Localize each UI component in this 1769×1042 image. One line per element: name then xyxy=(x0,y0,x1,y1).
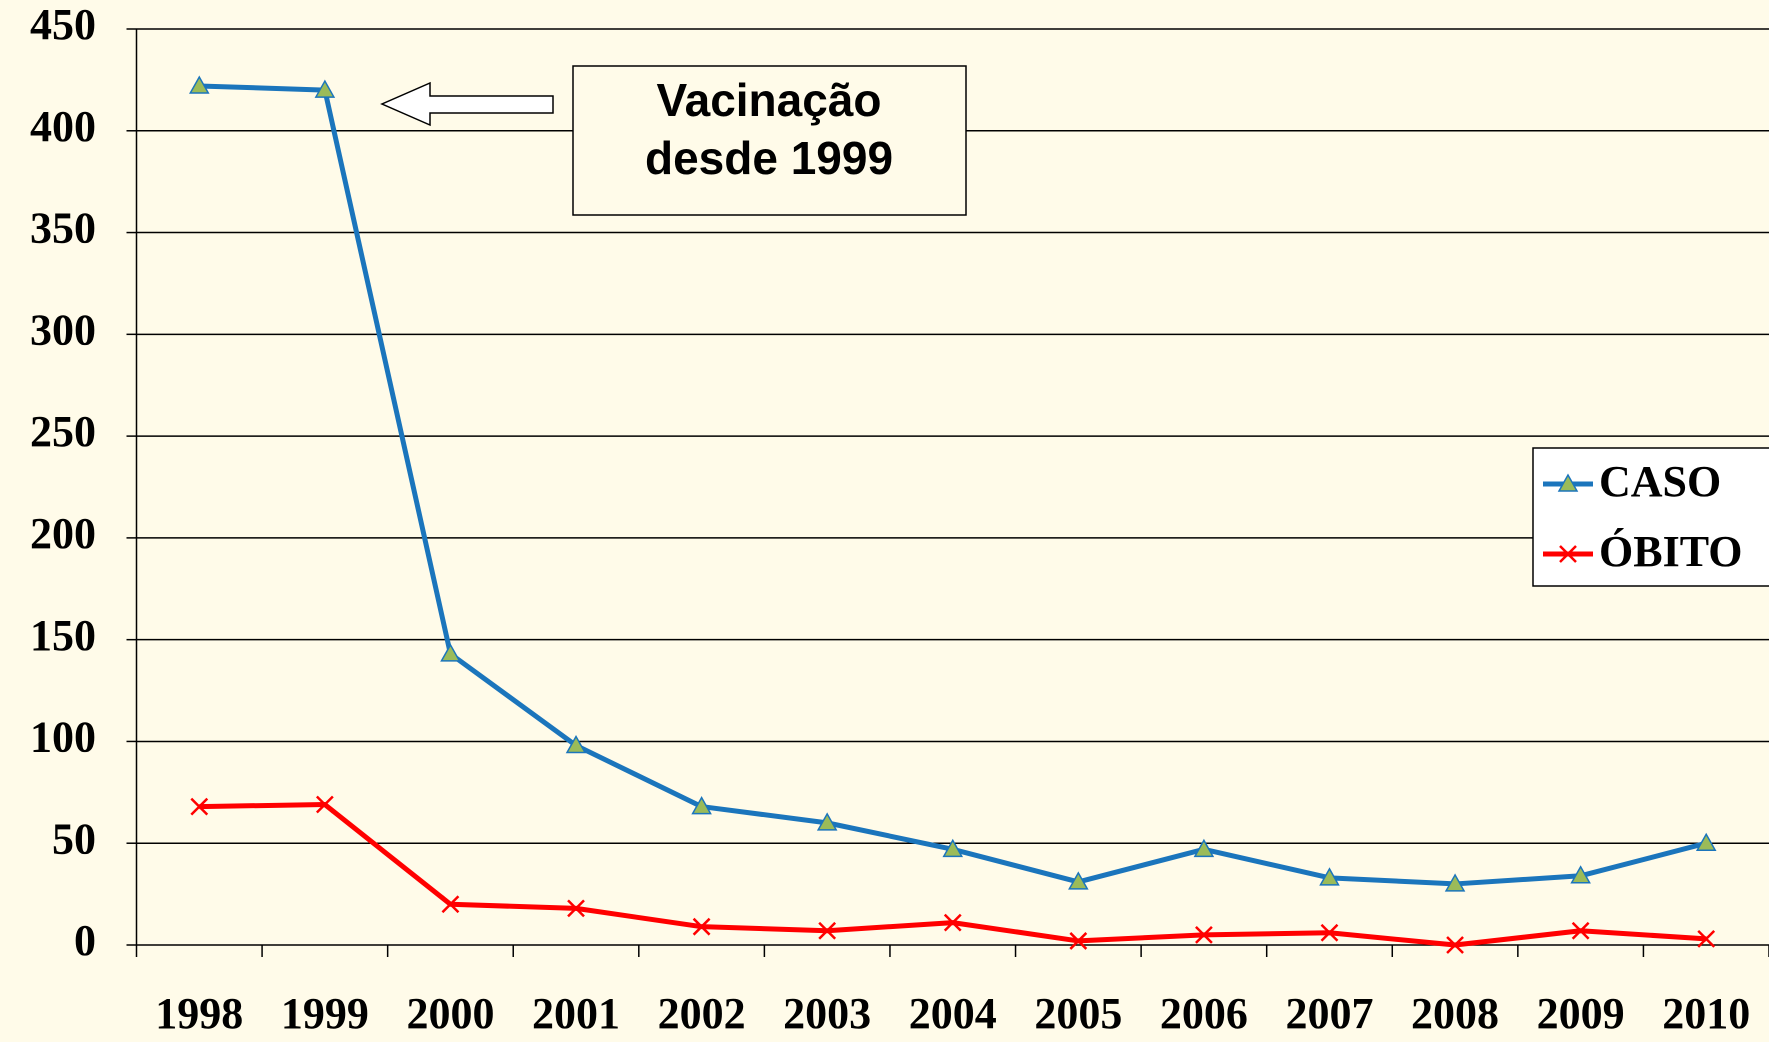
x-tick-label: 1998 xyxy=(155,989,243,1038)
y-tick-label: 250 xyxy=(30,407,96,456)
marker xyxy=(1320,923,1339,942)
marker xyxy=(1444,873,1466,892)
annotation: Vacinação desde 1999 xyxy=(380,65,967,216)
marker xyxy=(1695,832,1717,851)
annotation-text: Vacinação xyxy=(656,74,881,126)
legend-label: ÓBITO xyxy=(1599,527,1742,576)
x-tick-label: 2002 xyxy=(658,989,746,1038)
x-tick-label: 2003 xyxy=(783,989,871,1038)
marker xyxy=(816,812,838,831)
marker xyxy=(1069,932,1088,950)
marker xyxy=(189,75,210,94)
marker xyxy=(692,917,711,936)
y-tick-label: 200 xyxy=(30,509,96,558)
x-tick-label: 2004 xyxy=(909,989,997,1038)
annotation-box xyxy=(572,65,967,216)
legend: CASO ÓBITO xyxy=(1532,447,1769,587)
y-tick-label: 150 xyxy=(30,611,96,660)
x-tick-label: 1999 xyxy=(281,989,369,1038)
marker xyxy=(440,643,461,662)
marker xyxy=(315,795,334,814)
y-tick-label: 300 xyxy=(30,305,96,354)
x-tick-label: 2010 xyxy=(1662,989,1750,1038)
x-tick-label: 2008 xyxy=(1411,989,1499,1038)
marker xyxy=(1571,921,1590,940)
marker xyxy=(1570,865,1591,884)
marker xyxy=(441,895,460,914)
x-tick-label: 2009 xyxy=(1537,989,1625,1038)
marker xyxy=(943,913,962,932)
y-tick-label: 400 xyxy=(30,102,96,151)
x-tick-label: 2005 xyxy=(1034,989,1122,1038)
annotation-text: desde 1999 xyxy=(645,132,893,184)
marker xyxy=(1557,473,1579,492)
y-tick-label: 100 xyxy=(30,713,96,762)
marker xyxy=(942,838,964,858)
legend-label: CASO xyxy=(1599,457,1721,506)
x-tick-label: 2001 xyxy=(532,989,620,1038)
y-tick-label: 50 xyxy=(52,814,96,863)
marker xyxy=(1697,930,1716,948)
x-tick-label: 2007 xyxy=(1285,989,1373,1038)
annotation-arrow xyxy=(380,81,554,127)
legend-box xyxy=(1532,447,1769,587)
marker xyxy=(1193,838,1215,858)
marker xyxy=(190,797,209,816)
marker xyxy=(1559,545,1577,563)
marker xyxy=(691,796,712,815)
y-tick-label: 0 xyxy=(74,916,96,965)
marker xyxy=(314,79,336,98)
y-tick-label: 450 xyxy=(30,0,96,49)
marker xyxy=(818,921,837,940)
y-tick-label: 350 xyxy=(30,204,96,253)
marker xyxy=(1319,867,1340,886)
marker xyxy=(1446,936,1464,954)
marker xyxy=(1195,925,1213,944)
marker xyxy=(1068,871,1089,890)
x-tick-label: 2000 xyxy=(406,989,494,1038)
marker xyxy=(567,899,585,918)
x-tick-label: 2006 xyxy=(1160,989,1248,1038)
marker xyxy=(565,734,587,754)
